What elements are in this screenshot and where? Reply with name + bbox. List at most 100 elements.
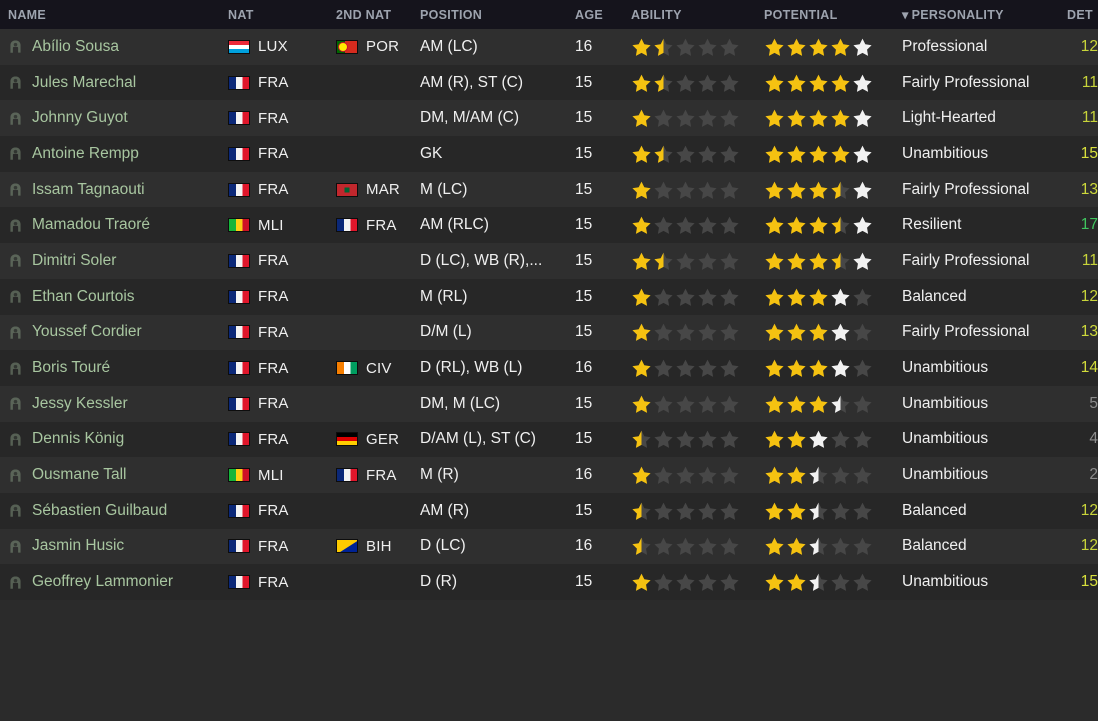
cell-second-nationality: MAR	[336, 181, 420, 198]
age-value: 15	[575, 109, 593, 127]
player-name: Johnny Guyot	[32, 109, 128, 127]
flag-fra-icon	[336, 468, 358, 483]
star-icon	[853, 181, 872, 199]
personality-value: Fairly Professional	[902, 180, 1030, 198]
personality-value: Unambitious	[902, 430, 989, 448]
flag-fra-icon	[228, 396, 250, 411]
cell-name[interactable]: Ousmane Tall	[0, 466, 228, 484]
flag-fra-icon	[228, 539, 250, 554]
column-header-ability[interactable]: ABILITY	[631, 8, 764, 22]
det-value: 12	[1080, 501, 1098, 519]
star-icon	[853, 395, 872, 413]
ability-stars	[631, 501, 764, 521]
cell-name[interactable]: Youssef Cordier	[0, 323, 228, 341]
nationality-code: FRA	[258, 109, 289, 127]
det-value: 17	[1080, 216, 1098, 234]
cell-name[interactable]: Mamadou Traoré	[0, 216, 228, 234]
cell-name[interactable]: Geoffrey Lammonier	[0, 573, 228, 591]
table-row[interactable]: Jessy Kessler FRA DM, M (LC) 15 Unambitious 5	[0, 385, 1098, 422]
cell-name[interactable]: Jessy Kessler	[0, 395, 228, 413]
cell-name[interactable]: Boris Touré	[0, 359, 228, 377]
cell-name[interactable]: Ethan Courtois	[0, 288, 228, 306]
flag-fra-icon	[228, 289, 250, 304]
cell-name[interactable]: Dennis König	[0, 430, 228, 448]
flag-por-icon	[336, 39, 358, 54]
star-icon	[853, 359, 872, 377]
position-value: AM (R)	[420, 501, 470, 519]
cell-ability	[631, 429, 764, 449]
column-header-position[interactable]: POSITION	[420, 8, 575, 22]
cell-name[interactable]: Sébastien Guilbaud	[0, 502, 228, 520]
column-header-nat[interactable]: NAT	[228, 8, 336, 22]
column-header-det[interactable]: DET	[1067, 8, 1098, 22]
table-row[interactable]: Dennis König FRA GER D/AM (L), ST (C) 15 Unam…	[0, 421, 1098, 458]
personality-value: Unambitious	[902, 359, 989, 377]
cell-name[interactable]: Johnny Guyot	[0, 109, 228, 127]
table-row[interactable]: Johnny Guyot FRA DM, M/AM (C) 15 Light-Heart…	[0, 100, 1098, 137]
cell-det: 5	[1067, 395, 1098, 413]
cell-position: AM (R)	[420, 502, 575, 520]
table-row[interactable]: Boris Touré FRA CIV D (RL), WB (L) 16 Unambit…	[0, 350, 1098, 386]
star-half-icon	[632, 431, 651, 449]
column-header-personality-label: PERSONALITY	[911, 7, 1004, 22]
star-icon	[632, 181, 651, 199]
star-icon	[809, 395, 828, 413]
table-row[interactable]: Antoine Rempp FRA GK 15 Unambitious 15	[0, 136, 1098, 172]
star-icon	[720, 502, 739, 520]
star-icon	[787, 502, 806, 520]
star-icon	[632, 216, 651, 235]
cell-ability	[631, 144, 764, 164]
cell-name[interactable]: Issam Tagnaouti	[0, 181, 228, 199]
det-value: 12	[1080, 37, 1098, 55]
potential-stars	[764, 73, 902, 93]
cell-potential	[764, 465, 902, 485]
column-header-name[interactable]: NAME	[0, 8, 228, 22]
cell-potential	[764, 251, 902, 271]
cell-name[interactable]: Jasmin Husic	[0, 537, 228, 555]
cell-det: 4	[1067, 430, 1098, 448]
cell-personality: Unambitious	[902, 466, 1067, 484]
flag-civ-icon	[336, 361, 358, 376]
position-value: GK	[420, 144, 443, 162]
star-icon	[765, 216, 784, 235]
cell-position: D/M (L)	[420, 323, 575, 341]
potential-stars	[764, 37, 902, 57]
cell-name[interactable]: Jules Marechal	[0, 74, 228, 92]
cell-age: 16	[575, 537, 631, 555]
star-icon	[698, 395, 717, 413]
table-row[interactable]: Ethan Courtois FRA M (RL) 15 Balanced 12	[0, 278, 1098, 315]
det-value: 12	[1080, 287, 1098, 305]
star-icon	[831, 288, 850, 306]
nationality-code: FRA	[258, 537, 289, 555]
table-row[interactable]: Abílio Sousa LUX POR AM (LC) 16 Professional 1…	[0, 29, 1098, 65]
player-profile-icon	[10, 326, 21, 339]
cell-name[interactable]: Antoine Rempp	[0, 145, 228, 163]
potential-stars	[764, 144, 902, 164]
table-row[interactable]: Youssef Cordier FRA D/M (L) 15 Fairly Profes…	[0, 314, 1098, 351]
player-name: Abílio Sousa	[32, 37, 120, 55]
player-name: Geoffrey Lammonier	[32, 573, 173, 591]
cell-position: DM, M (LC)	[420, 395, 575, 413]
cell-ability	[631, 73, 764, 93]
table-row[interactable]: Issam Tagnaouti FRA MAR M (LC) 15 Fairly Prof…	[0, 171, 1098, 208]
cell-name[interactable]: Dimitri Soler	[0, 252, 228, 270]
column-header-potential[interactable]: POTENTIAL	[764, 8, 902, 22]
star-icon	[853, 466, 872, 484]
cell-age: 16	[575, 466, 631, 484]
table-row[interactable]: Ousmane Tall MLI FRA M (R) 16 Unambitious 2	[0, 457, 1098, 493]
table-row[interactable]: Dimitri Soler FRA D (LC), WB (R),... 15 Fair…	[0, 243, 1098, 279]
table-row[interactable]: Jasmin Husic FRA BIH D (LC) 16 Balanced 12	[0, 528, 1098, 565]
column-header-second-nat[interactable]: 2ND NAT	[336, 8, 420, 22]
cell-personality: Unambitious	[902, 573, 1067, 591]
table-row[interactable]: Mamadou Traoré MLI FRA AM (RLC) 15 Resilient 1…	[0, 207, 1098, 244]
personality-value: Unambitious	[902, 144, 989, 162]
column-header-personality[interactable]: ▾ PERSONALITY	[902, 7, 1067, 23]
cell-name[interactable]: Abílio Sousa	[0, 38, 228, 56]
table-row[interactable]: Geoffrey Lammonier FRA D (R) 15 Unambitious 1…	[0, 564, 1098, 600]
column-header-age[interactable]: AGE	[575, 8, 631, 22]
cell-personality: Unambitious	[902, 395, 1067, 413]
table-row[interactable]: Sébastien Guilbaud FRA AM (R) 15 Balanced 12	[0, 492, 1098, 529]
star-icon	[787, 74, 806, 92]
star-icon	[632, 466, 651, 484]
table-row[interactable]: Jules Marechal FRA AM (R), ST (C) 15 Fairly …	[0, 64, 1098, 101]
